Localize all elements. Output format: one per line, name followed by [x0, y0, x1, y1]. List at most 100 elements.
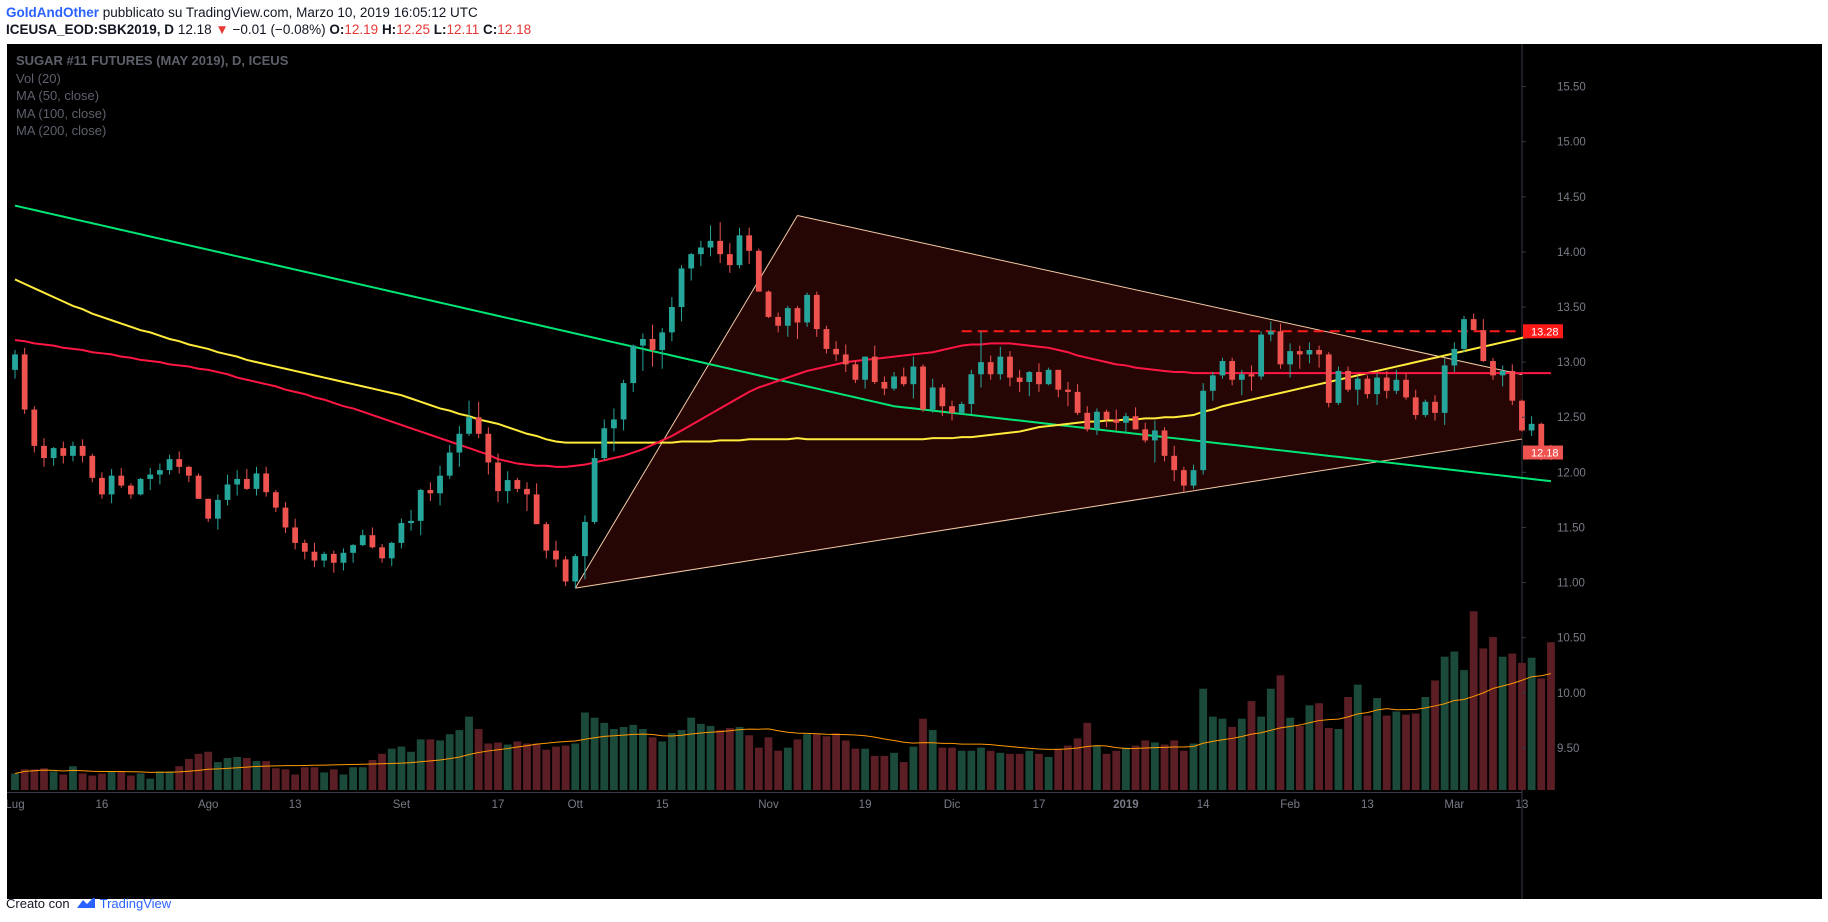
candle-body — [1016, 377, 1023, 382]
volume-bar — [349, 767, 357, 790]
candle-body — [456, 433, 463, 453]
candle-body — [891, 376, 897, 389]
candle — [1490, 357, 1496, 380]
resistance-price-tag — [1523, 324, 1563, 339]
candle — [688, 253, 695, 281]
volume-bar — [40, 768, 48, 790]
chart-svg[interactable]: 15.50 15.00 14.50 14.00 13.50 13.00 12.50 12.00… — [7, 44, 1822, 899]
volume-bar — [59, 774, 68, 790]
candle — [649, 324, 656, 367]
candle-body — [784, 308, 791, 326]
candle — [611, 408, 617, 452]
candle — [1432, 395, 1438, 421]
volume-bar — [1363, 715, 1372, 790]
candle-body — [1171, 455, 1178, 471]
volume-bar — [861, 748, 869, 790]
candle-body — [881, 381, 888, 389]
candle-body — [572, 556, 579, 582]
volume-bar — [1044, 756, 1053, 790]
volume-bar — [870, 755, 879, 790]
chart-area[interactable]: 15.50 15.00 14.50 14.00 13.50 13.00 12.50 12.00… — [7, 44, 1822, 899]
candle — [978, 331, 984, 388]
volume-bar — [1276, 675, 1285, 790]
candle-body — [775, 316, 782, 326]
candle — [437, 465, 443, 506]
legend-ma100[interactable]: MA (100, close) — [16, 105, 107, 121]
candle-body — [128, 485, 134, 495]
change-down-icon: ▼ — [215, 22, 229, 37]
candle-body — [755, 250, 762, 292]
volume-bar — [716, 730, 725, 790]
candle-body — [301, 542, 308, 552]
volume-bar — [648, 737, 657, 790]
candle — [1113, 409, 1120, 431]
candle-body — [1026, 372, 1033, 382]
candle-body — [12, 354, 18, 370]
legend-title[interactable]: SUGAR #11 FUTURES (MAY 2019), D, ICEUS — [16, 53, 289, 68]
candle — [1335, 366, 1342, 406]
candle — [746, 227, 753, 265]
volume-bar — [78, 773, 87, 790]
candle-body — [311, 551, 318, 561]
candle — [1084, 406, 1091, 432]
legend-volume[interactable]: Vol (20) — [16, 70, 61, 86]
volume-bar — [1373, 698, 1381, 790]
legend-ma200[interactable]: MA (200, close) — [16, 123, 107, 138]
candle-body — [543, 524, 550, 551]
candle — [1403, 373, 1409, 400]
candle-body — [746, 235, 753, 251]
volume-bar — [184, 759, 193, 790]
candle-body — [118, 475, 125, 486]
time-tick-label: 17 — [492, 799, 505, 811]
candle — [1470, 313, 1477, 331]
candle — [301, 539, 308, 560]
author-link[interactable]: GoldAndOther — [6, 5, 99, 20]
candle — [495, 453, 501, 503]
time-tick-label: 17 — [1033, 799, 1046, 811]
candle — [398, 518, 405, 549]
price-tick-label: 12.50 — [1557, 412, 1586, 424]
volume-bar — [561, 745, 570, 790]
candle-body — [282, 507, 289, 528]
candle-body — [504, 480, 511, 492]
volume-bar — [281, 769, 290, 790]
triangle-edge-top — [797, 215, 1523, 376]
volume-bar — [117, 771, 126, 790]
candle-body — [50, 448, 57, 459]
candle-body — [1267, 331, 1274, 335]
volume-bar — [938, 747, 947, 790]
candle — [968, 369, 975, 414]
high-label: H: — [381, 22, 397, 37]
candle-body — [553, 550, 559, 560]
candle-body — [1296, 351, 1303, 355]
tradingview-logo-icon[interactable] — [76, 897, 96, 909]
candle-body — [1277, 331, 1284, 365]
candle-body — [1306, 350, 1313, 355]
candle — [89, 453, 96, 483]
footer-brand[interactable]: TradingView — [99, 896, 172, 911]
legend-ma50[interactable]: MA (50, close) — [16, 88, 100, 103]
candle — [1229, 357, 1236, 386]
volume-bar — [407, 751, 415, 790]
candle — [1151, 420, 1158, 463]
candle — [446, 444, 453, 479]
candle — [1016, 369, 1023, 392]
volume-bar — [136, 773, 145, 790]
candle — [784, 305, 791, 337]
candle-body — [205, 498, 212, 519]
candle-body — [697, 247, 704, 255]
candle-body — [1238, 374, 1245, 380]
candle — [572, 553, 579, 589]
candle-body — [862, 356, 868, 380]
candle — [562, 556, 569, 586]
candle — [456, 426, 463, 467]
candle — [794, 305, 801, 339]
candle-body — [108, 475, 115, 495]
candle-body — [224, 484, 231, 500]
candle — [1528, 416, 1535, 436]
volume-bar — [503, 744, 512, 790]
ma50-line — [14, 339, 1551, 468]
volume-bar — [445, 734, 454, 790]
candle — [997, 346, 1004, 380]
candle — [939, 384, 946, 417]
